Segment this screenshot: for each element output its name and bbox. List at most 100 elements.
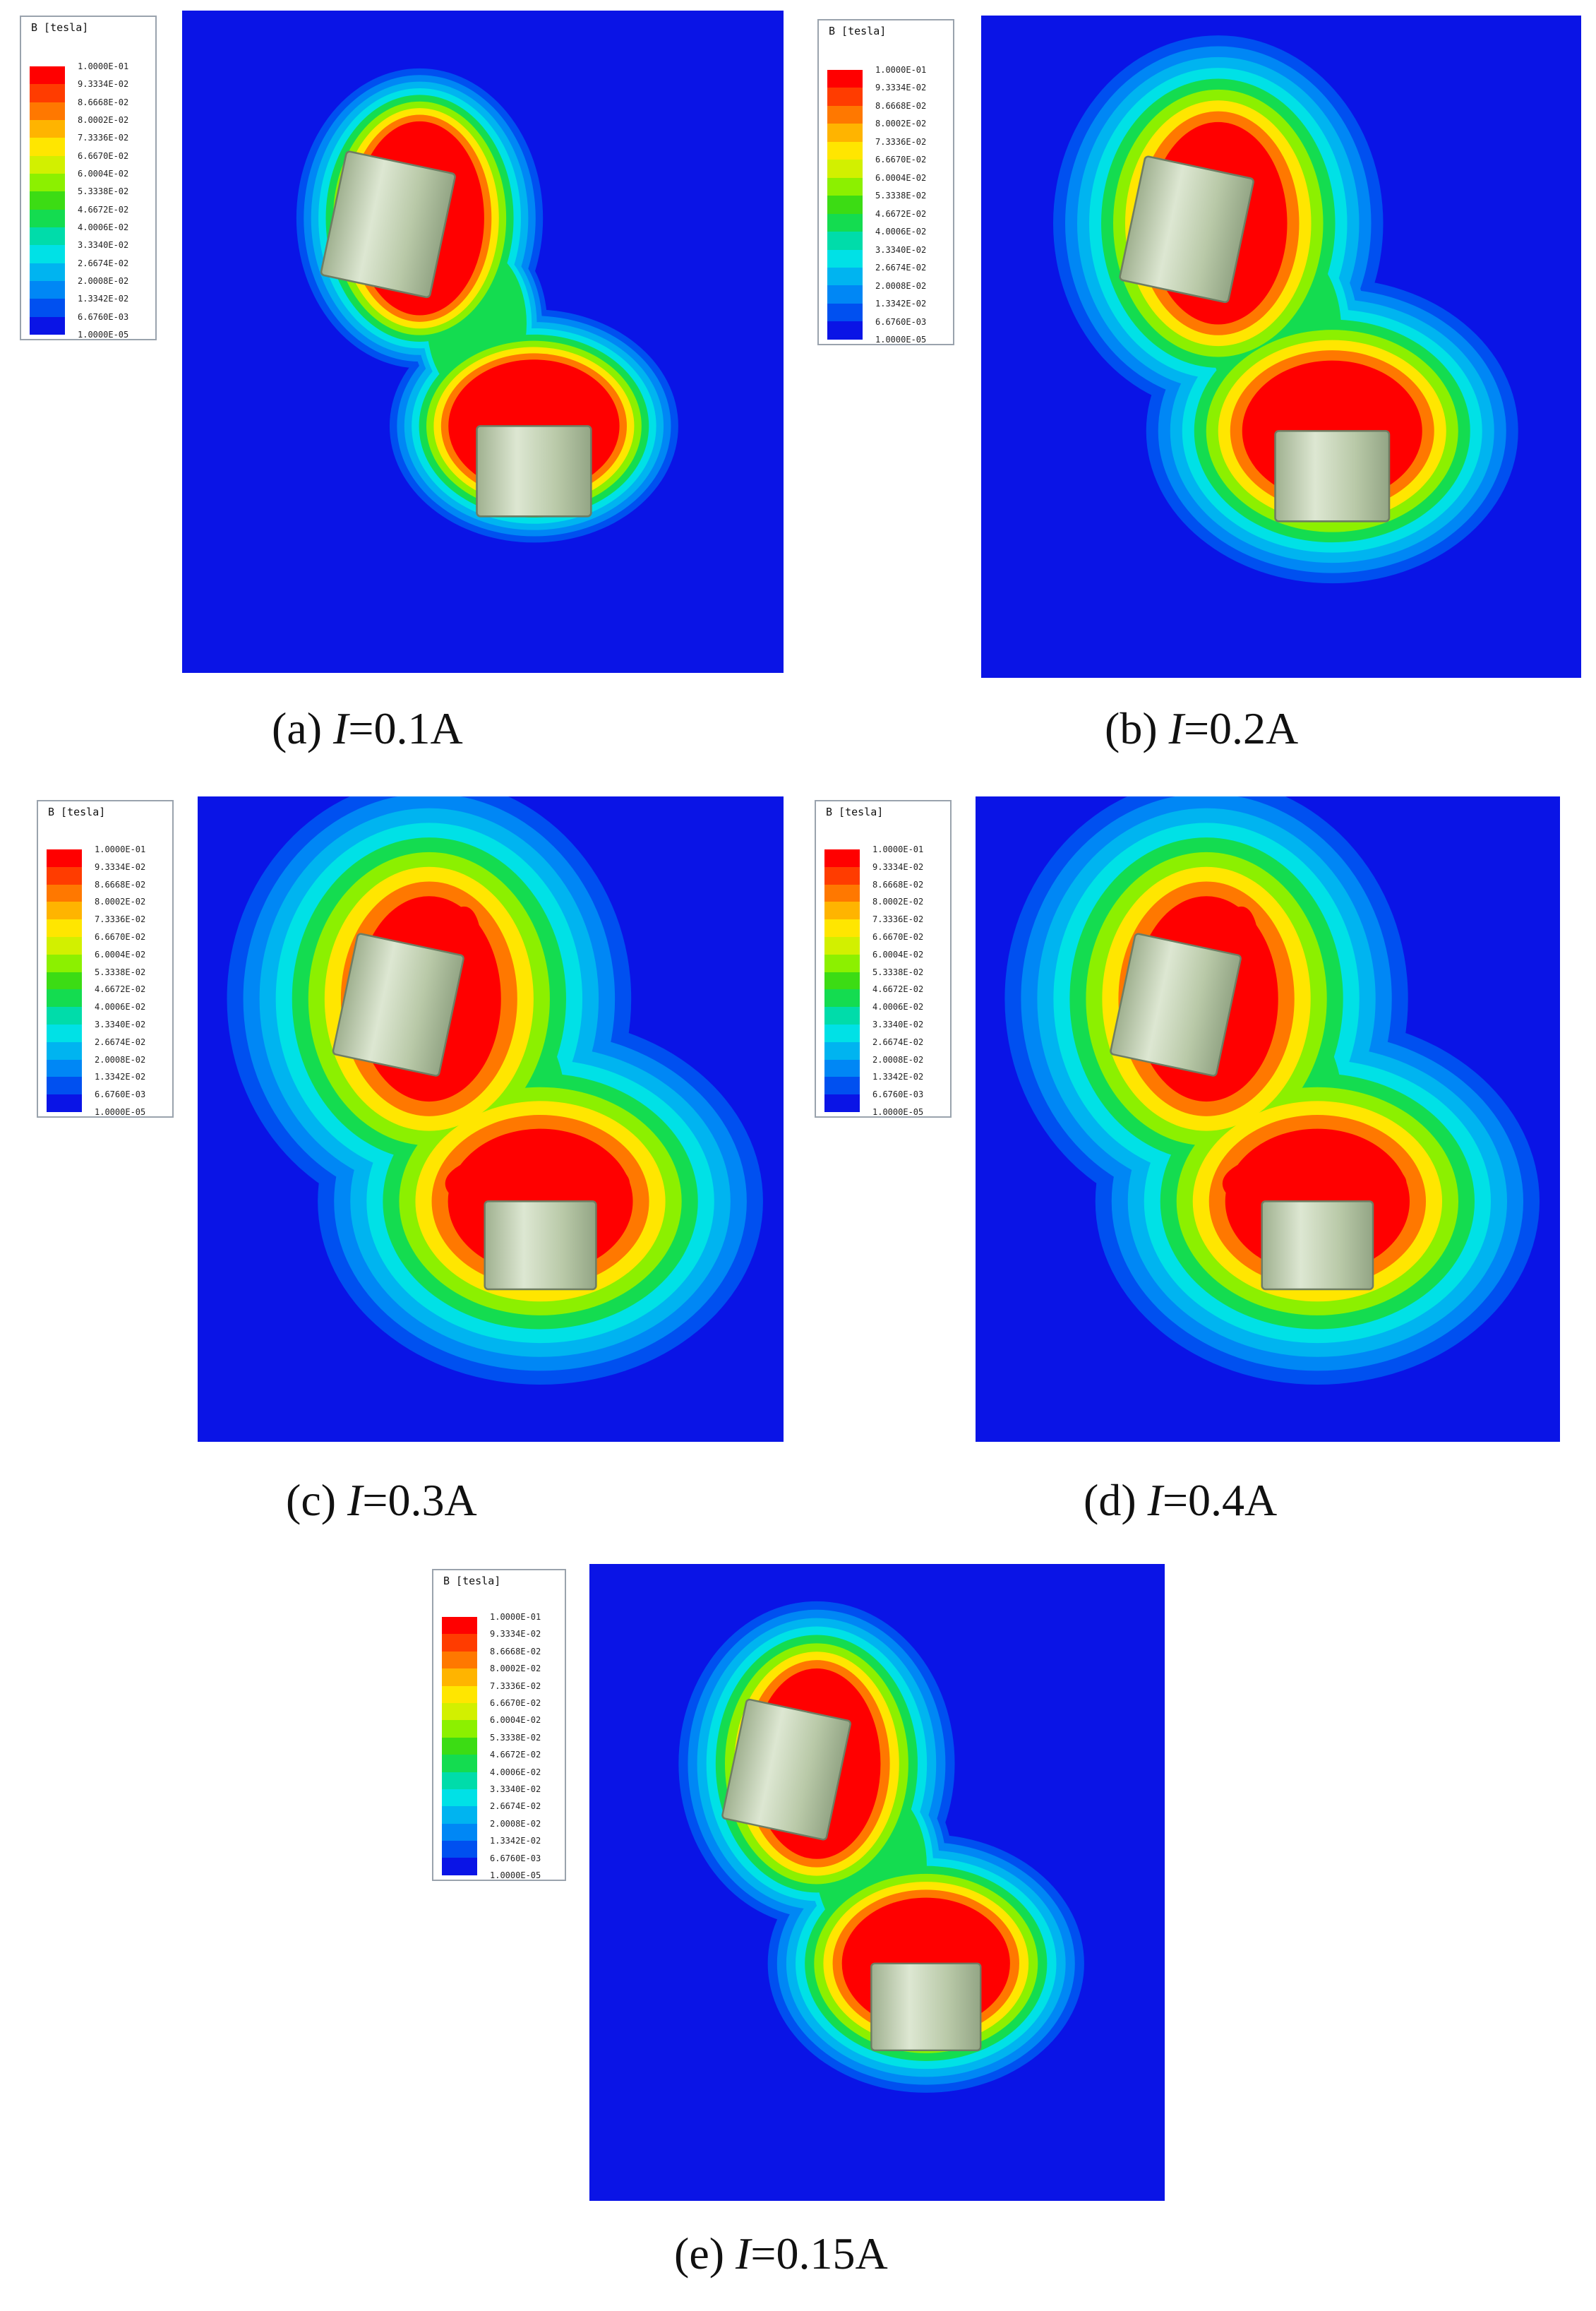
legend-swatch <box>442 1755 477 1772</box>
legend-swatch <box>442 1823 477 1841</box>
legend-swatch <box>824 989 860 1008</box>
legend-tick-label: 1.0000E-01 <box>872 844 924 854</box>
magnet-upper <box>1119 155 1254 304</box>
legend-tick-label: 8.6668E-02 <box>875 100 927 111</box>
field-plot-c <box>198 796 784 1442</box>
legend-tick-label: 3.3340E-02 <box>78 240 129 251</box>
legend-swatch <box>827 232 863 250</box>
legend-tick-label: 5.3338E-02 <box>78 186 129 197</box>
legend-tick-label: 6.0004E-02 <box>95 949 146 960</box>
magnet-upper <box>1110 933 1242 1077</box>
caption-prefix: (d) <box>1084 1475 1148 1525</box>
legend-tick-label: 5.3338E-02 <box>490 1732 541 1743</box>
legend-swatch <box>30 299 65 317</box>
caption-variable: I <box>1147 1475 1163 1525</box>
field-plot-a <box>182 11 784 673</box>
legend-tick-label: 4.0006E-02 <box>95 1002 146 1013</box>
legend-tick-label: 7.3336E-02 <box>78 133 129 143</box>
legend-swatch <box>442 1668 477 1686</box>
field-plot-svg <box>981 16 1581 678</box>
legend-e: B [tesla] 1.0000E-01 9.3334E-02 8.6668E-02… <box>432 1569 566 1881</box>
legend-tick-label: 2.0008E-02 <box>875 280 927 291</box>
legend-swatch <box>47 919 82 937</box>
legend-tick-label: 4.0006E-02 <box>872 1002 924 1013</box>
legend-swatch <box>442 1841 477 1858</box>
legend-tick-label: 1.3342E-02 <box>875 299 927 309</box>
legend-tick-label: 1.3342E-02 <box>78 294 129 304</box>
legend-swatch <box>47 1077 82 1095</box>
legend-color-bar <box>30 66 65 335</box>
legend-title: B [tesla] <box>829 25 887 37</box>
legend-c: B [tesla] 1.0000E-01 9.3334E-02 8.6668E-02… <box>37 800 174 1118</box>
legend-swatch <box>442 1634 477 1652</box>
legend-swatch <box>824 1059 860 1077</box>
legend-tick-label: 8.0002E-02 <box>95 897 146 907</box>
legend-tick-label: 4.6672E-02 <box>875 208 927 219</box>
legend-tick-label: 2.6674E-02 <box>872 1037 924 1047</box>
field-plot-d <box>976 796 1560 1442</box>
legend-swatch <box>30 138 65 156</box>
field-plot-svg <box>198 796 784 1442</box>
caption-prefix: (e) <box>674 2228 736 2279</box>
legend-tick-label: 6.6670E-02 <box>78 150 129 161</box>
caption-variable: I <box>736 2228 751 2279</box>
legend-tick-label: 9.3334E-02 <box>872 861 924 872</box>
legend-tick-label: 1.3342E-02 <box>490 1836 541 1846</box>
legend-tick-label: 2.0008E-02 <box>78 276 129 286</box>
legend-tick-label: 5.3338E-02 <box>875 191 927 201</box>
field-plot-e <box>589 1564 1165 2201</box>
legend-swatch <box>47 902 82 920</box>
legend-b: B [tesla] 1.0000E-01 9.3334E-02 8.6668E-02… <box>817 19 954 345</box>
caption-value: =0.15A <box>750 2228 888 2279</box>
caption-value: =0.3A <box>362 1475 477 1525</box>
caption-b: (b) I=0.2A <box>1105 703 1298 755</box>
caption-e: (e) I=0.15A <box>674 2228 888 2280</box>
legend-tick-label: 8.6668E-02 <box>872 879 924 890</box>
legend-tick-label: 6.6670E-02 <box>95 932 146 942</box>
legend-tick-label: 7.3336E-02 <box>490 1680 541 1691</box>
legend-swatch <box>30 66 65 85</box>
legend-tick-label: 1.0000E-01 <box>95 844 146 854</box>
legend-tick-label: 8.0002E-02 <box>490 1664 541 1674</box>
legend-swatch <box>442 1617 477 1635</box>
legend-swatch <box>442 1806 477 1824</box>
legend-tick-label: 8.0002E-02 <box>78 115 129 125</box>
legend-swatch <box>442 1720 477 1738</box>
legend-title: B [tesla] <box>48 806 106 818</box>
legend-swatch <box>30 227 65 246</box>
legend-swatch <box>30 155 65 174</box>
magnet-upper <box>721 1698 851 1841</box>
caption-variable: I <box>347 1475 363 1525</box>
legend-tick-label: 4.6672E-02 <box>78 204 129 215</box>
legend-tick-label: 2.0008E-02 <box>95 1054 146 1065</box>
legend-tick-label: 2.6674E-02 <box>95 1037 146 1047</box>
legend-swatch <box>827 88 863 106</box>
legend-tick-label: 7.3336E-02 <box>95 914 146 925</box>
legend-swatch <box>827 70 863 88</box>
legend-swatch <box>827 124 863 142</box>
legend-swatch <box>442 1772 477 1789</box>
legend-tick-label: 9.3334E-02 <box>490 1629 541 1640</box>
legend-tick-label: 1.0000E-05 <box>78 330 129 340</box>
legend-swatch <box>827 177 863 196</box>
legend-tick-label: 4.0006E-02 <box>490 1767 541 1777</box>
legend-swatch <box>47 1059 82 1077</box>
magnet-lower <box>1274 430 1391 522</box>
legend-swatch <box>30 263 65 281</box>
caption-value: =0.1A <box>348 703 463 753</box>
legend-tick-label: 1.3342E-02 <box>872 1072 924 1082</box>
legend-tick-label: 6.6760E-03 <box>95 1089 146 1100</box>
legend-swatch <box>47 849 82 867</box>
legend-swatch <box>30 119 65 138</box>
legend-tick-label: 3.3340E-02 <box>95 1020 146 1029</box>
magnet-upper <box>332 933 464 1077</box>
legend-tick-label: 4.0006E-02 <box>78 222 129 232</box>
legend-swatch <box>30 102 65 120</box>
legend-tick-label: 8.0002E-02 <box>875 119 927 129</box>
caption-prefix: (b) <box>1105 703 1169 753</box>
legend-tick-label: 1.0000E-01 <box>490 1612 541 1622</box>
magnet-lower <box>870 1962 982 2052</box>
legend-swatch <box>47 1024 82 1042</box>
legend-swatch <box>827 267 863 286</box>
legend-a: B [tesla] 1.0000E-01 9.3334E-02 8.6668E-02… <box>20 16 157 340</box>
